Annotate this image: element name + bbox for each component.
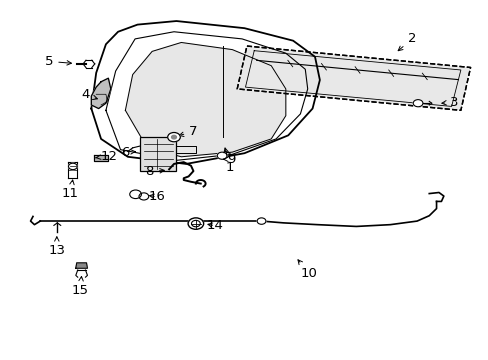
Text: 16: 16 [148,190,165,203]
Bar [140,137,176,171]
Circle shape [139,193,148,200]
Text: 7: 7 [179,125,197,138]
Polygon shape [91,78,111,109]
Text: 15: 15 [72,276,88,297]
Circle shape [68,163,77,170]
Text: 2: 2 [397,32,416,51]
Circle shape [257,218,265,224]
Polygon shape [76,263,87,268]
Text: 1: 1 [224,148,234,174]
Polygon shape [125,42,285,157]
Circle shape [188,218,203,229]
Circle shape [412,100,422,107]
Circle shape [167,132,180,142]
Text: 13: 13 [48,237,65,257]
Text: 12: 12 [95,149,118,163]
Text: 11: 11 [62,180,79,200]
Text: 3: 3 [441,96,458,109]
Polygon shape [94,155,108,161]
Text: 14: 14 [206,219,224,232]
Text: 5: 5 [45,55,71,68]
Text: 8: 8 [145,165,164,178]
Circle shape [217,152,226,159]
Text: 4: 4 [81,89,97,102]
Circle shape [191,220,200,227]
Text: 6: 6 [121,146,135,159]
Text: 9: 9 [223,153,235,166]
Circle shape [129,190,141,199]
Circle shape [171,135,176,139]
Polygon shape [237,46,469,111]
Text: 10: 10 [297,260,317,280]
